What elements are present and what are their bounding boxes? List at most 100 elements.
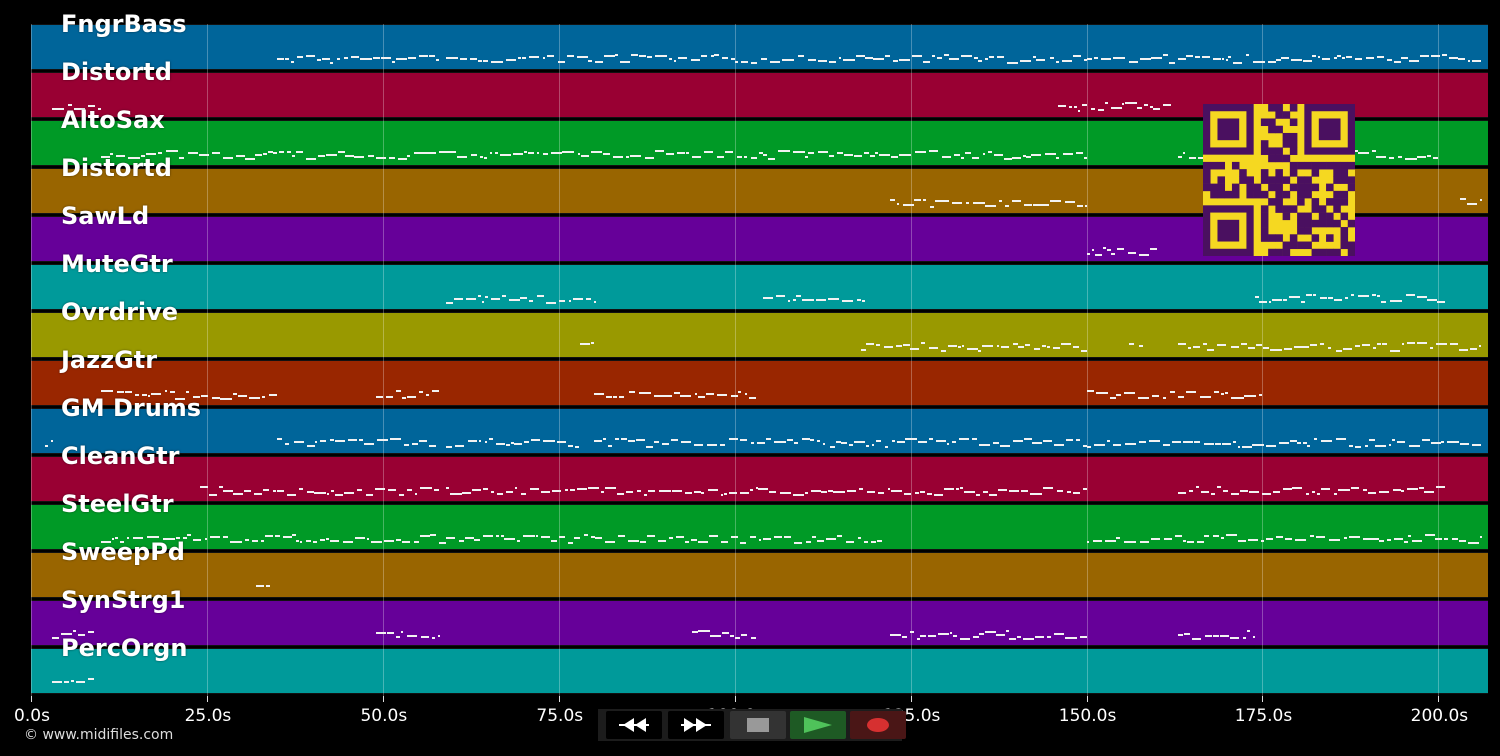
midi-note — [406, 155, 410, 157]
midi-note — [1284, 538, 1293, 540]
midi-note — [1068, 106, 1072, 108]
midi-note — [1372, 347, 1376, 349]
midi-note — [1362, 344, 1371, 346]
midi-note — [1106, 249, 1111, 251]
midi-note — [1152, 395, 1159, 397]
midi-note — [1329, 539, 1341, 541]
midi-note — [1091, 249, 1094, 251]
fast-forward-button[interactable] — [668, 711, 724, 739]
midi-note — [381, 57, 391, 59]
midi-note — [477, 60, 483, 62]
track-lane[interactable] — [31, 264, 1488, 310]
midi-note — [1066, 439, 1074, 441]
midi-note — [985, 58, 988, 60]
midi-note — [645, 157, 654, 159]
midi-note — [1186, 55, 1194, 57]
midi-note — [793, 299, 796, 301]
midi-note — [875, 344, 881, 346]
midi-note — [647, 490, 655, 492]
midi-note — [740, 439, 748, 441]
midi-note — [1268, 301, 1272, 303]
midi-note — [1042, 440, 1053, 442]
midi-note — [455, 445, 464, 447]
midi-note — [841, 300, 853, 302]
play-button[interactable] — [790, 711, 846, 739]
midi-note — [437, 635, 440, 637]
midi-note — [1183, 540, 1186, 542]
midi-note — [395, 539, 401, 541]
midi-note — [1423, 491, 1434, 493]
midi-note — [613, 156, 623, 158]
rewind-button[interactable] — [606, 711, 662, 739]
midi-note — [147, 536, 159, 538]
midi-note — [762, 442, 765, 444]
midi-note — [1169, 62, 1175, 64]
midi-note — [376, 157, 386, 159]
midi-note — [390, 438, 402, 440]
midi-note — [418, 440, 428, 442]
midi-note — [1451, 538, 1458, 540]
axis-tick — [382, 696, 384, 702]
midi-note — [628, 440, 636, 442]
track-lane[interactable] — [31, 24, 1488, 70]
gridline — [1438, 24, 1440, 696]
midi-note — [1090, 108, 1096, 110]
midi-note — [1319, 297, 1328, 299]
midi-note — [1138, 397, 1150, 399]
midi-note — [1162, 444, 1170, 446]
midi-note — [1086, 253, 1091, 255]
midi-note — [428, 55, 436, 57]
midi-note — [1012, 157, 1021, 159]
qr-code-icon[interactable] — [1203, 104, 1356, 257]
track-lane[interactable] — [31, 504, 1488, 550]
midi-note — [1113, 444, 1121, 446]
midi-note — [414, 541, 420, 543]
midi-note — [273, 152, 277, 154]
midi-note — [1376, 156, 1386, 158]
midi-note — [1178, 156, 1182, 158]
gridline — [206, 24, 208, 696]
track-lane[interactable] — [31, 648, 1488, 694]
midi-note — [412, 443, 418, 445]
midi-note — [114, 537, 118, 539]
track-label: CleanGtr — [61, 442, 180, 470]
midi-note — [219, 486, 224, 488]
midi-note — [1333, 57, 1337, 59]
midi-note — [734, 637, 741, 639]
midi-note — [1192, 346, 1201, 348]
midi-note — [593, 301, 596, 303]
record-button[interactable] — [850, 711, 906, 739]
midi-note — [1365, 445, 1368, 447]
midi-note — [375, 488, 386, 490]
midi-note — [1152, 108, 1161, 110]
midi-note — [291, 61, 295, 63]
midi-note — [502, 295, 506, 297]
midi-note — [961, 55, 973, 57]
track-lane[interactable] — [31, 360, 1488, 406]
copyright-notice: © www.midifiles.com — [24, 727, 174, 743]
midi-note — [529, 488, 539, 490]
midi-note — [1252, 61, 1265, 63]
midi-note — [420, 535, 430, 537]
track-lane[interactable] — [31, 552, 1488, 598]
midi-note — [1382, 343, 1387, 345]
stop-button[interactable] — [730, 711, 786, 739]
track-lane[interactable] — [31, 312, 1488, 358]
midi-note — [926, 493, 933, 495]
midi-note — [1401, 490, 1404, 492]
midi-note — [1316, 493, 1321, 495]
midi-note — [1110, 253, 1115, 255]
midi-note — [306, 445, 315, 447]
midi-note — [490, 152, 493, 154]
midi-note — [961, 345, 964, 347]
track-lane[interactable] — [31, 408, 1488, 454]
midi-note — [866, 491, 875, 493]
midi-note — [435, 59, 440, 61]
midi-note — [1311, 55, 1317, 57]
midi-note — [716, 156, 724, 158]
track-lane[interactable] — [31, 456, 1488, 502]
track-lane[interactable] — [31, 600, 1488, 646]
midi-note — [700, 492, 705, 494]
midi-note — [1144, 104, 1148, 106]
midi-note — [1204, 535, 1210, 537]
